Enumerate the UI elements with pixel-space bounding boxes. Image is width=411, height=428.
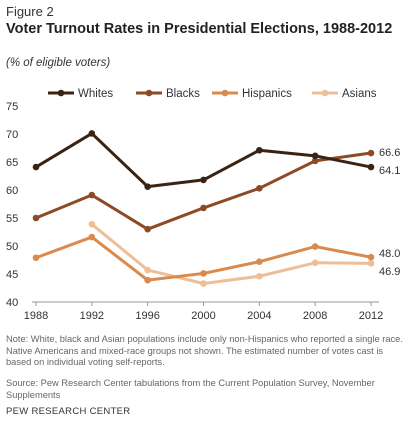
- legend-marker: [57, 89, 65, 97]
- y-tick-label: 55: [6, 213, 18, 225]
- data-point-hispanics: [367, 253, 375, 261]
- y-tick-label: 70: [6, 129, 18, 141]
- data-point-blacks: [367, 149, 375, 157]
- organization-name: PEW RESEARCH CENTER: [6, 406, 131, 417]
- legend-label: Whites: [78, 88, 113, 100]
- data-point-blacks: [32, 214, 40, 222]
- x-tick-label: 2012: [359, 310, 383, 322]
- data-point-hispanics: [256, 258, 263, 265]
- data-point-asians: [144, 266, 151, 274]
- data-point-blacks: [200, 204, 207, 212]
- chart-source: Source: Pew Research Center tabulations …: [6, 378, 375, 400]
- y-tick-label: 65: [6, 157, 18, 169]
- data-point-whites: [311, 152, 319, 160]
- data-point-whites: [88, 130, 96, 137]
- data-point-asians: [88, 220, 96, 228]
- series-line-blacks: [35, 151, 372, 231]
- data-point-hispanics: [88, 233, 96, 241]
- chart-note: Note: White, black and Asian populations…: [6, 334, 403, 367]
- legend-label: Hispanics: [242, 88, 292, 100]
- data-point-whites: [367, 163, 375, 171]
- y-tick-label: 40: [6, 297, 18, 309]
- data-point-blacks: [144, 225, 151, 233]
- legend-label: Blacks: [166, 88, 200, 100]
- legend-marker: [221, 89, 229, 97]
- data-point-whites: [200, 176, 207, 184]
- end-value-label-whites: 64.1: [379, 165, 400, 177]
- legend-label: Asians: [342, 88, 377, 100]
- y-tick-label: 60: [6, 185, 18, 197]
- data-point-asians: [367, 260, 375, 267]
- data-point-hispanics: [311, 243, 319, 250]
- data-point-asians: [311, 259, 319, 267]
- data-point-whites: [144, 183, 151, 190]
- x-tick-label: 1992: [80, 310, 104, 322]
- data-point-hispanics: [144, 276, 151, 284]
- data-point-blacks: [88, 191, 96, 199]
- figure-label: Figure 2: [6, 4, 54, 19]
- data-point-whites: [32, 163, 40, 171]
- y-tick-label: 75: [6, 101, 18, 113]
- x-tick-label: 1996: [135, 310, 159, 322]
- data-point-asians: [200, 280, 207, 287]
- y-tick-label: 45: [6, 269, 18, 281]
- x-tick-label: 2004: [247, 310, 271, 322]
- y-tick-label: 50: [6, 241, 18, 253]
- data-point-hispanics: [32, 254, 40, 262]
- data-point-asians: [256, 272, 263, 280]
- data-point-blacks: [256, 185, 263, 192]
- legend-marker: [145, 89, 153, 97]
- end-value-label-hispanics: 48.0: [379, 248, 400, 260]
- end-value-label-asians: 46.9: [379, 266, 400, 278]
- data-point-whites: [256, 146, 263, 154]
- x-tick-label: 2008: [303, 310, 327, 322]
- chart-title: Voter Turnout Rates in Presidential Elec…: [6, 21, 393, 37]
- data-point-hispanics: [200, 270, 207, 277]
- legend-marker: [321, 89, 329, 97]
- data-point-blacks: [311, 157, 319, 165]
- end-value-label-blacks: 66.6: [379, 147, 400, 159]
- series-line-asians: [90, 223, 372, 286]
- x-tick-label: 1988: [24, 310, 48, 322]
- x-tick-label: 2000: [191, 310, 215, 322]
- chart-subtitle: (% of eligible voters): [6, 57, 111, 69]
